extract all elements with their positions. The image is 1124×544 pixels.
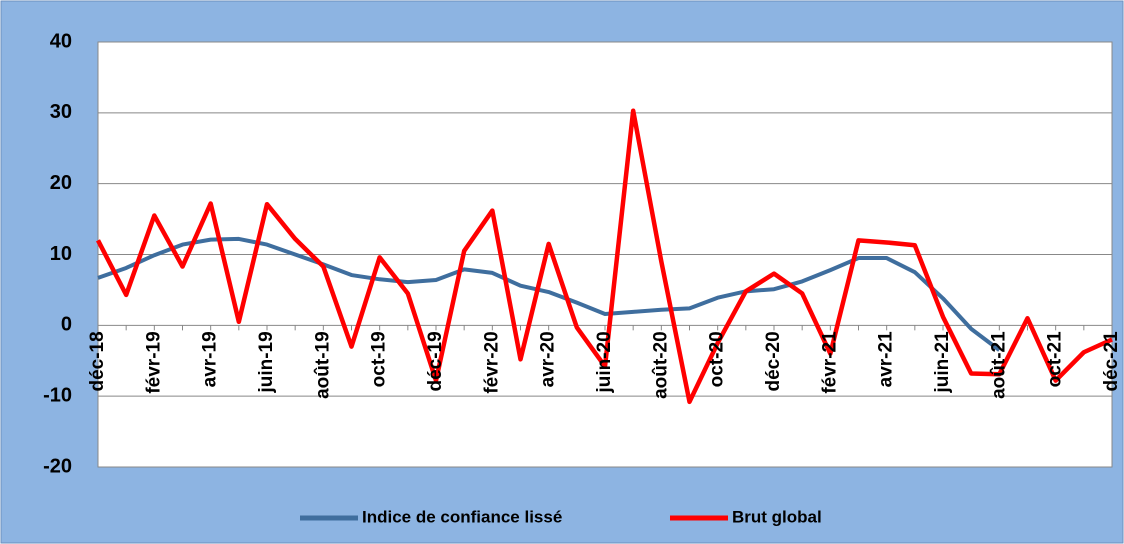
x-tick-label: déc-19 (425, 331, 446, 391)
x-tick-label: oct-19 (369, 331, 390, 387)
y-tick-label: 0 (61, 314, 72, 336)
y-tick-label: 30 (50, 101, 72, 123)
x-tick-label: juin-19 (256, 331, 277, 393)
x-tick-label: août-21 (988, 331, 1009, 399)
x-tick-label: févr-19 (143, 331, 164, 393)
series-line (97, 236, 1001, 352)
x-tick-label: déc-21 (1101, 331, 1122, 392)
x-tick-label: août-20 (650, 331, 671, 399)
y-tick-label: 20 (50, 172, 72, 194)
x-tick-label: oct-20 (707, 331, 728, 387)
x-tick-label: déc-18 (87, 331, 108, 391)
legend-label: Brut global (732, 507, 822, 526)
series-line (96, 108, 1113, 405)
y-tick-label: 40 (50, 30, 72, 52)
x-tick-label: févr-20 (481, 331, 502, 393)
legend-label: Indice de confiance lissé (362, 507, 562, 526)
x-tick-label: déc-20 (763, 331, 784, 391)
grid (97, 41, 1113, 468)
x-tick-label: juin-21 (932, 331, 953, 394)
lines (96, 108, 1113, 405)
y-tick-label: 10 (50, 243, 72, 265)
labels: -20 -10 0 10 20 30 40 déc-18 févr-19 avr-19 juin-1… (43, 30, 1122, 477)
x-tick-label: avr-21 (876, 331, 897, 387)
y-tick-label: -20 (43, 455, 72, 477)
x-tick-label: juin-20 (594, 331, 615, 393)
x-tick-label: févr-21 (819, 331, 840, 394)
x-tick-label: avr-20 (538, 331, 559, 387)
legend: Indice de confiance lissé Brut global (300, 507, 822, 526)
x-tick-label: avr-19 (200, 331, 221, 387)
y-tick-label: -10 (43, 384, 72, 406)
x-tick-label: oct-21 (1045, 331, 1066, 387)
x-tick-label: août-19 (312, 331, 333, 399)
